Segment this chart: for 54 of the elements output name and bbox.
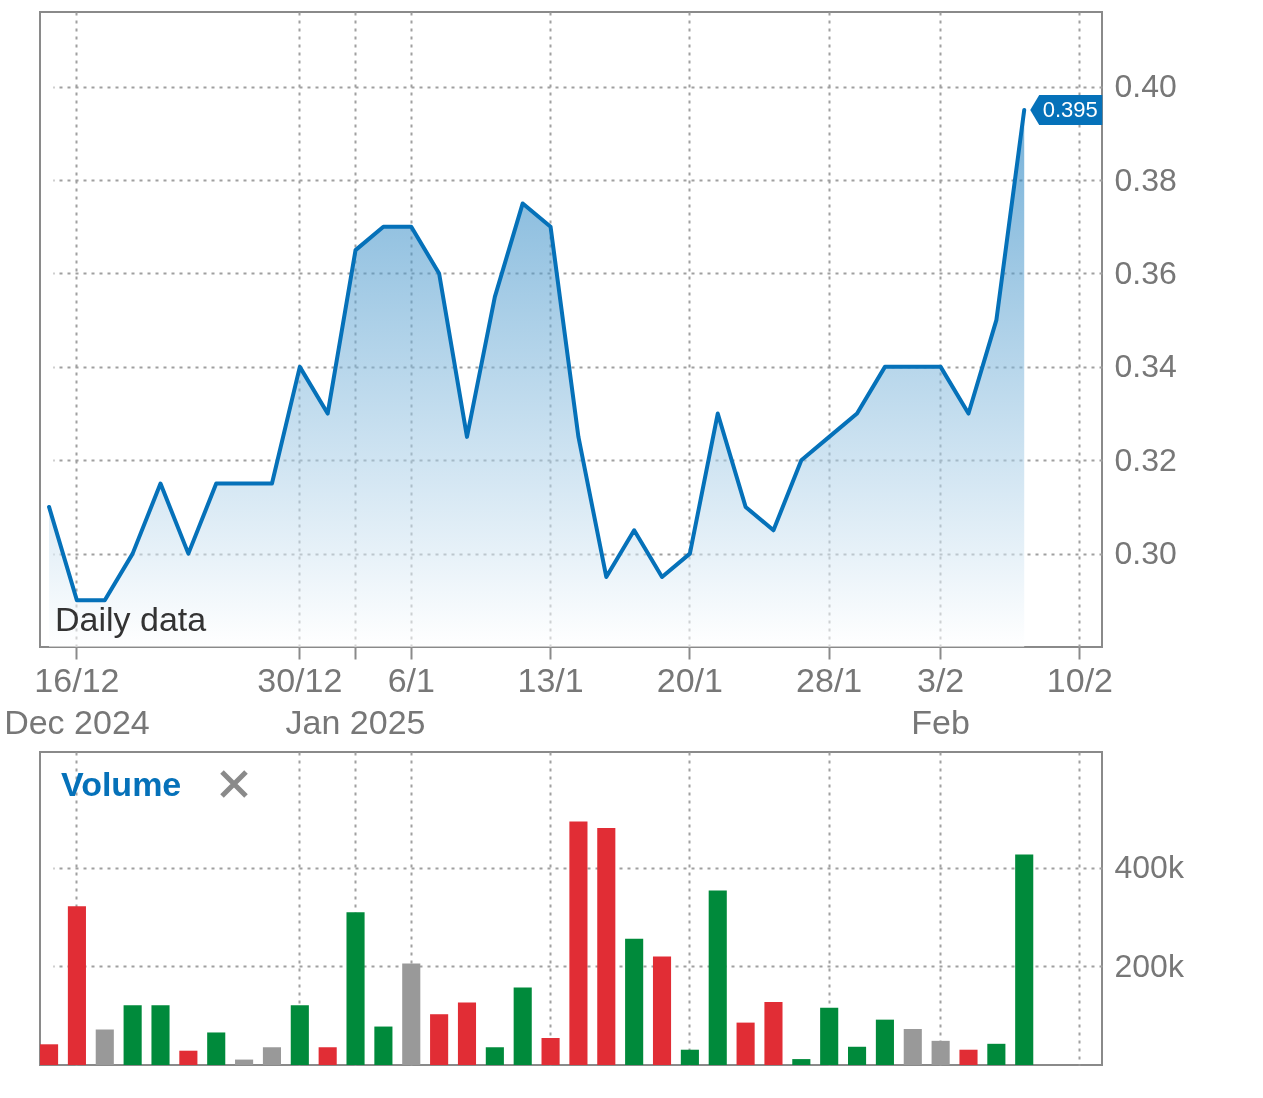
y-tick-label: 0.34 bbox=[1114, 348, 1177, 385]
x-tick-label: 30/12 bbox=[257, 660, 343, 699]
bar bbox=[847, 1046, 867, 1065]
bar bbox=[95, 1029, 114, 1065]
bar bbox=[123, 1005, 142, 1065]
x-tick-label: 10/2 bbox=[1046, 660, 1114, 699]
bar bbox=[179, 1050, 198, 1065]
bar bbox=[1015, 854, 1034, 1065]
bar bbox=[652, 956, 672, 1065]
bar bbox=[457, 1002, 477, 1065]
bar bbox=[485, 1047, 504, 1065]
x-tick-label: 16/12 Dec 2024 bbox=[4, 660, 150, 741]
bar bbox=[40, 1044, 59, 1065]
y-tick-label: 0.36 bbox=[1114, 254, 1177, 291]
bar bbox=[792, 1059, 811, 1065]
bar bbox=[318, 1047, 337, 1065]
bar bbox=[290, 1005, 309, 1065]
bar bbox=[151, 1005, 170, 1065]
bar bbox=[513, 987, 532, 1065]
bar bbox=[708, 890, 727, 1065]
x-tick-label: 20/1 bbox=[656, 660, 723, 699]
bar bbox=[569, 821, 588, 1065]
chart-title: Volume bbox=[61, 765, 182, 803]
y-tick-label: 0.40 bbox=[1114, 68, 1177, 105]
bar bbox=[820, 1007, 839, 1065]
data-label: 0.395 bbox=[1042, 97, 1098, 123]
y-tick-label: 200k bbox=[1114, 947, 1185, 984]
bar bbox=[374, 1026, 393, 1065]
bar bbox=[987, 1043, 1006, 1065]
annotation: Daily data bbox=[55, 600, 207, 638]
bar bbox=[67, 906, 86, 1065]
bar bbox=[680, 1049, 699, 1065]
bar bbox=[346, 912, 365, 1065]
x-tick-label: 13/1 bbox=[517, 660, 584, 699]
bar bbox=[207, 1032, 226, 1065]
y-tick-label: 0.32 bbox=[1114, 441, 1177, 478]
y-tick-label: 0.30 bbox=[1114, 535, 1177, 572]
bar bbox=[764, 1001, 783, 1065]
bar bbox=[875, 1019, 894, 1065]
y-tick-label: 0.38 bbox=[1114, 161, 1177, 198]
x-tick-label: 6/1 bbox=[387, 660, 435, 699]
x-tick-label: Jan 2025 bbox=[285, 702, 426, 741]
bar bbox=[959, 1049, 978, 1065]
bar bbox=[235, 1059, 254, 1065]
bar bbox=[430, 1014, 449, 1065]
x-tick-label: 3/2 Feb bbox=[911, 660, 970, 741]
x-tick-label: 28/1 bbox=[796, 660, 863, 699]
bar bbox=[541, 1037, 560, 1065]
bar bbox=[625, 938, 644, 1065]
bar bbox=[597, 827, 616, 1065]
bar bbox=[903, 1029, 922, 1065]
y-tick-label: 400k bbox=[1114, 849, 1185, 886]
bar bbox=[262, 1047, 282, 1065]
bar bbox=[736, 1022, 755, 1065]
